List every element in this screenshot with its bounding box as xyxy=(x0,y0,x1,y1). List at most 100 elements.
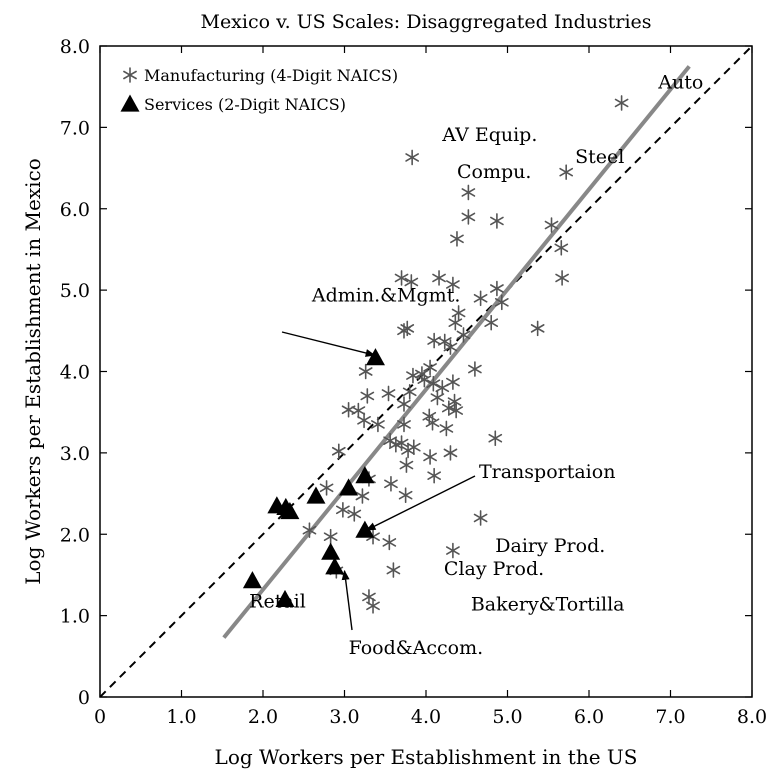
manufacturing-point-stroke xyxy=(319,483,334,493)
manufacturing-point-stroke xyxy=(417,375,432,384)
manufacturing-point-stroke xyxy=(443,342,458,352)
manufacturing-point-stroke xyxy=(366,601,380,611)
manufacturing-point xyxy=(302,522,317,538)
manufacturing-point-stroke xyxy=(355,491,370,501)
manufacturing-point xyxy=(398,487,413,503)
manufacturing-point-stroke xyxy=(394,273,409,283)
legend: Manufacturing (4-Digit NAICS) Services (… xyxy=(120,66,398,114)
manufacturing-point-stroke xyxy=(351,406,366,415)
manufacturing-point-stroke xyxy=(394,438,409,448)
manufacturing-point-stroke xyxy=(456,330,471,340)
manufacturing-point-stroke xyxy=(443,448,458,458)
annotation-retail: Retail xyxy=(249,590,306,612)
manufacturing-point xyxy=(473,290,488,307)
y-tick-label: 2.0 xyxy=(60,524,90,546)
annotation-compu: Compu. xyxy=(457,161,531,183)
manufacturing-point-stroke xyxy=(323,532,338,541)
manufacturing-point-stroke xyxy=(488,433,503,443)
annotation-clay-prod: Clay Prod. xyxy=(444,558,544,580)
manufacturing-point-stroke xyxy=(435,383,450,393)
services-point xyxy=(242,571,262,589)
manufacturing-point-stroke xyxy=(382,538,397,547)
manufacturing-point xyxy=(336,502,350,518)
manufacturing-point xyxy=(355,488,370,504)
manufacturing-point-stroke xyxy=(360,391,375,401)
manufacturing-point xyxy=(490,213,504,229)
manufacturing-point xyxy=(401,442,415,459)
manufacturing-point xyxy=(400,320,415,337)
manufacturing-point xyxy=(430,389,445,406)
manufacturing-point-stroke xyxy=(441,403,456,413)
legend-label-services: Services (2-Digit NAICS) xyxy=(144,95,346,114)
manufacturing-point xyxy=(397,416,411,433)
chart-title: Mexico v. US Scales: Disaggregated Indus… xyxy=(200,11,651,33)
manufacturing-point-stroke xyxy=(432,273,446,283)
manufacturing-point xyxy=(426,375,441,392)
manufacturing-point xyxy=(443,339,458,355)
legend-marker-triangle xyxy=(120,94,140,112)
services-point xyxy=(275,589,295,607)
x-tick-label: 3.0 xyxy=(329,706,359,728)
manufacturing-point-stroke xyxy=(405,153,420,162)
annotation-food-accom: Food&Accom. xyxy=(349,637,484,659)
manufacturing-point-stroke xyxy=(397,420,411,429)
manufacturing-point-stroke xyxy=(388,440,403,450)
annotation-admin-mgmt: Admin.&Mgmt. xyxy=(311,285,460,307)
manufacturing-point xyxy=(461,184,476,201)
manufacturing-point xyxy=(331,443,346,460)
y-tick-label: 0 xyxy=(78,687,90,709)
manufacturing-point xyxy=(427,467,442,484)
x-tick-label: 8.0 xyxy=(737,706,767,728)
manufacturing-point xyxy=(404,274,419,290)
plot-frame xyxy=(99,45,753,698)
manufacturing-point xyxy=(319,480,334,496)
manufacturing-point-stroke xyxy=(399,460,414,470)
manufacturing-point-stroke xyxy=(446,546,460,555)
manufacturing-point-stroke xyxy=(384,479,398,489)
manufacturing-point xyxy=(371,416,385,433)
manufacturing-point xyxy=(384,475,398,492)
manufacturing-point-stroke xyxy=(404,277,419,287)
manufacturing-point-stroke xyxy=(446,377,460,387)
manufacturing-point-stroke xyxy=(446,280,460,289)
series-manufacturing-4-digit-naics xyxy=(302,95,629,614)
manufacturing-point xyxy=(423,359,437,376)
manufacturing-point xyxy=(443,445,458,461)
y-tick-label: 8.0 xyxy=(60,36,90,58)
manufacturing-point xyxy=(439,420,454,437)
manufacturing-point-stroke xyxy=(559,167,574,177)
fitted-line xyxy=(222,65,691,639)
manufacturing-point-stroke xyxy=(614,98,629,108)
manufacturing-point xyxy=(449,402,464,419)
annotation-arrow-food-accom xyxy=(341,569,353,631)
manufacturing-point xyxy=(494,294,509,311)
x-tick-label: 0 xyxy=(94,706,106,728)
manufacturing-point xyxy=(358,363,373,380)
manufacturing-point-stroke xyxy=(461,188,476,197)
manufacturing-point-stroke xyxy=(484,318,499,327)
manufacturing-point xyxy=(360,388,375,404)
manufacturing-point-stroke xyxy=(450,234,464,244)
manufacturing-point xyxy=(488,430,503,447)
x-tick-label: 5.0 xyxy=(492,706,522,728)
manufacturing-point-stroke xyxy=(473,513,488,523)
manufacturing-point-stroke xyxy=(386,565,401,575)
manufacturing-point xyxy=(450,231,464,247)
manufacturing-point-stroke xyxy=(397,399,411,409)
manufacturing-point xyxy=(406,367,420,384)
manufacturing-point-stroke xyxy=(430,393,445,402)
manufacturing-point-stroke xyxy=(425,418,440,428)
manufacturing-point xyxy=(347,506,362,522)
x-tick-label: 2.0 xyxy=(248,706,278,728)
annotation-arrow-transportaion xyxy=(365,475,476,531)
manufacturing-point-stroke xyxy=(451,308,466,318)
manufacturing-point xyxy=(544,217,559,233)
y-tick-label: 1.0 xyxy=(60,606,90,628)
manufacturing-point-stroke xyxy=(449,406,464,415)
x-tick-label: 6.0 xyxy=(574,706,604,728)
y-tick-label: 7.0 xyxy=(60,117,90,139)
manufacturing-point xyxy=(423,449,437,465)
legend-marker-asterisk xyxy=(123,67,137,83)
manufacturing-point xyxy=(405,149,420,166)
manufacturing-point-stroke xyxy=(490,216,504,226)
